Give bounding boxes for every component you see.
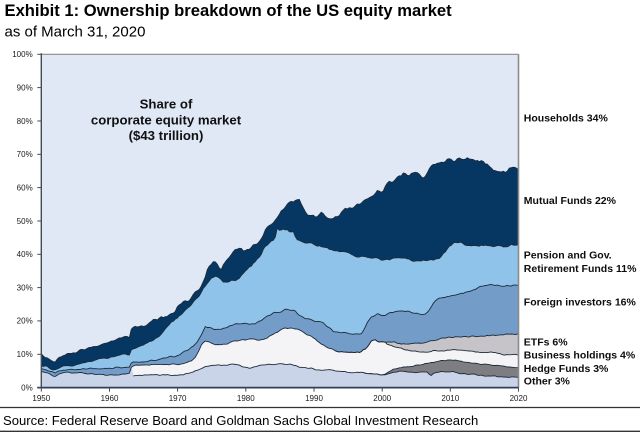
svg-text:0%: 0%: [21, 383, 33, 392]
svg-text:Foreign investors 16%: Foreign investors 16%: [524, 297, 637, 309]
svg-text:ETFs 6%: ETFs 6%: [524, 337, 568, 349]
svg-text:Source: Federal Reserve Board: Source: Federal Reserve Board and Goldma…: [3, 413, 478, 428]
svg-text:Business holdings 4%: Business holdings 4%: [524, 350, 636, 362]
svg-text:80%: 80%: [17, 117, 33, 126]
svg-text:1950: 1950: [32, 394, 50, 403]
svg-text:Share of: Share of: [140, 97, 193, 112]
svg-text:Mutual Funds 22%: Mutual Funds 22%: [524, 195, 617, 207]
svg-text:1960: 1960: [101, 394, 119, 403]
svg-text:50%: 50%: [17, 217, 33, 226]
svg-text:1990: 1990: [305, 394, 323, 403]
svg-text:corporate equity market: corporate equity market: [91, 112, 242, 127]
svg-text:20%: 20%: [17, 317, 33, 326]
svg-text:Exhibit 1: Ownership breakdown: Exhibit 1: Ownership breakdown of the US…: [5, 1, 453, 20]
svg-text:Households 34%: Households 34%: [524, 113, 609, 125]
svg-text:90%: 90%: [17, 83, 33, 92]
svg-text:as of March 31, 2020: as of March 31, 2020: [5, 24, 146, 41]
svg-text:40%: 40%: [17, 250, 33, 259]
svg-text:2000: 2000: [373, 394, 391, 403]
svg-text:Hedge Funds 3%: Hedge Funds 3%: [524, 363, 609, 375]
svg-text:100%: 100%: [12, 50, 32, 59]
svg-text:1980: 1980: [237, 394, 255, 403]
svg-text:2020: 2020: [510, 394, 528, 403]
svg-text:30%: 30%: [17, 283, 33, 292]
svg-text:Pension and Gov.: Pension and Gov.: [524, 250, 612, 262]
svg-text:60%: 60%: [17, 183, 33, 192]
svg-text:Retirement Funds 11%: Retirement Funds 11%: [524, 263, 637, 275]
svg-text:1970: 1970: [169, 394, 187, 403]
svg-text:10%: 10%: [17, 350, 33, 359]
svg-text:2010: 2010: [441, 394, 459, 403]
svg-text:Other 3%: Other 3%: [524, 376, 571, 388]
svg-text:70%: 70%: [17, 150, 33, 159]
svg-text:($43 trillion): ($43 trillion): [129, 128, 204, 143]
